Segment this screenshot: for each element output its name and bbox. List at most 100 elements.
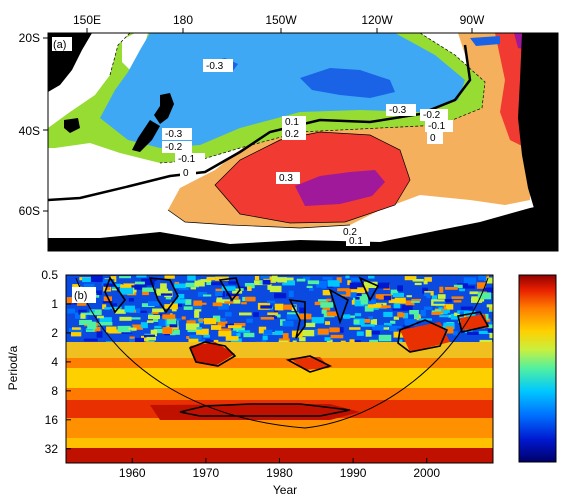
wavelet-cell	[106, 284, 111, 291]
significance-contour	[179, 403, 351, 417]
y-tick-label: 0.5	[41, 268, 58, 282]
wavelet-cell	[271, 275, 278, 282]
wavelet-cell	[110, 276, 117, 282]
wavelet-cell	[140, 322, 148, 329]
colorbar	[518, 274, 557, 463]
wavelet-cell	[104, 307, 111, 310]
wavelet-cell	[216, 299, 230, 306]
wavelet-cell	[307, 280, 320, 285]
panel-a-contour-labels: -0.3 -0.3 -0.2 -0.1 0 -0.3 -0.2 -0.1 0 0…	[162, 59, 453, 247]
wavelet-cell	[488, 321, 493, 327]
wavelet-cell	[450, 313, 460, 320]
wavelet-cell	[234, 323, 246, 327]
wavelet-cell	[190, 285, 196, 290]
wavelet-cell	[393, 316, 399, 320]
wavelet-cell	[69, 328, 83, 333]
wavelet-band	[66, 358, 493, 370]
panel-b-label: (b)	[74, 290, 87, 302]
wavelet-cell	[370, 319, 377, 325]
wavelet-cell	[177, 294, 185, 301]
land-antarctica	[48, 202, 558, 251]
wavelet-cell	[206, 276, 216, 281]
contour-region-white-gap	[122, 33, 148, 70]
wavelet-cell	[194, 309, 202, 312]
wavelet-cell	[246, 318, 253, 323]
wavelet-cell	[72, 327, 81, 330]
wavelet-cell	[234, 333, 241, 337]
wavelet-cell	[66, 297, 74, 304]
wavelet-cell	[392, 308, 402, 311]
wavelet-cell	[467, 331, 479, 335]
y-tick-label: 1	[51, 297, 58, 311]
wavelet-cell	[76, 303, 87, 306]
wavelet-cell	[229, 330, 237, 338]
wavelet-cell	[260, 275, 270, 279]
wavelet-cell	[443, 322, 455, 330]
wavelet-cell	[263, 276, 276, 283]
wavelet-cell	[488, 324, 493, 329]
contour-label: 0.1	[285, 117, 299, 128]
contour-region-blue	[300, 68, 395, 98]
wavelet-cell	[83, 338, 98, 342]
wavelet-cell	[349, 339, 355, 343]
x-axis-label: Year	[273, 483, 297, 497]
wavelet-cell	[275, 314, 281, 318]
wavelet-cell	[321, 309, 327, 314]
wavelet-cell	[431, 311, 441, 315]
contour-label: -0.3	[389, 105, 407, 116]
land-south-america	[518, 33, 558, 251]
wavelet-cell	[152, 308, 164, 313]
wavelet-cell	[158, 319, 166, 327]
wavelet-cell	[402, 312, 409, 319]
wavelet-cell	[484, 287, 493, 294]
wavelet-cell	[350, 292, 357, 298]
wavelet-cell	[478, 330, 492, 334]
wavelet-cell	[424, 306, 433, 310]
wavelet-cell	[217, 321, 228, 327]
significance-contour	[397, 319, 449, 353]
wavelet-cell	[96, 331, 103, 338]
wavelet-cell	[89, 309, 102, 316]
wavelet-cell	[383, 311, 393, 317]
wavelet-cell	[343, 314, 351, 319]
wavelet-cell	[453, 300, 462, 303]
wavelet-cell	[357, 287, 369, 292]
wavelet-band	[66, 368, 493, 390]
wavelet-cell	[406, 295, 412, 298]
wavelet-cell	[218, 328, 231, 333]
wavelet-cell	[444, 304, 454, 310]
wavelet-cell	[286, 314, 298, 320]
wavelet-cell	[183, 306, 193, 310]
wavelet-cell	[353, 293, 362, 297]
wavelet-cell	[225, 293, 240, 297]
wavelet-cell	[359, 319, 370, 323]
y-tick-label: 32	[45, 442, 59, 456]
panel-a-frame	[47, 32, 559, 252]
wavelet-cell	[304, 322, 316, 328]
wavelet-cell	[148, 301, 160, 306]
wavelet-cell	[142, 287, 155, 292]
wavelet-cell	[144, 334, 155, 338]
significance-contour	[457, 311, 490, 333]
wavelet-cell	[259, 281, 266, 285]
wavelet-cell	[119, 276, 131, 279]
wavelet-cell	[433, 301, 446, 304]
wavelet-cell	[404, 319, 417, 326]
wavelet-cell	[119, 316, 132, 321]
contour-label: 0.3	[279, 173, 293, 184]
contour-region-red-south	[215, 132, 410, 223]
wavelet-cell	[260, 317, 275, 320]
wavelet-cell	[212, 315, 221, 322]
contour-line-plus	[167, 131, 411, 229]
wavelet-cell	[441, 305, 446, 308]
wavelet-cell	[467, 285, 475, 289]
wavelet-cell	[390, 289, 399, 296]
wavelet-cell	[347, 280, 352, 286]
wavelet-cell	[181, 316, 186, 320]
wavelet-cell	[239, 312, 252, 316]
wavelet-cell	[173, 299, 186, 304]
wavelet-cell	[128, 298, 134, 302]
wavelet-cell	[379, 305, 391, 309]
wavelet-cell	[168, 325, 179, 330]
wavelet-cell	[401, 305, 413, 311]
